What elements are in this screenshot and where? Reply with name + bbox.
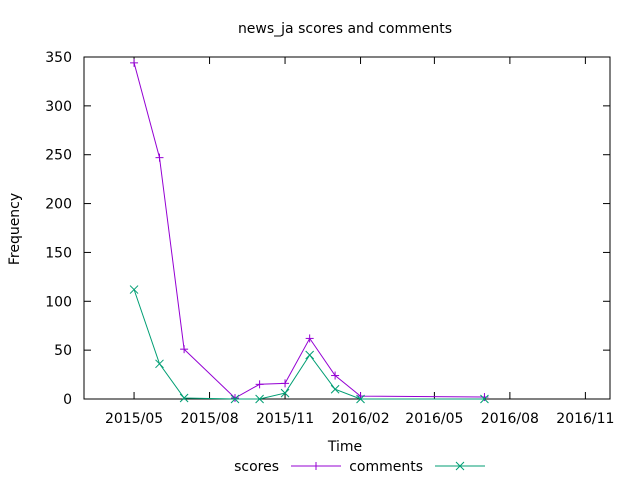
series-line-comments bbox=[133, 289, 485, 400]
y-tick-label: 100 bbox=[45, 294, 72, 310]
y-axis: 0 50 100 150 200 250 300 350 bbox=[45, 50, 610, 408]
plot-area bbox=[83, 56, 611, 400]
data-point-comments bbox=[305, 350, 315, 360]
legend-item-comments: comments bbox=[349, 459, 485, 475]
data-point-comments bbox=[155, 359, 164, 369]
x-tick-label: 2015/11 bbox=[256, 411, 314, 427]
series-line-scores bbox=[133, 62, 485, 399]
y-tick-label: 150 bbox=[45, 245, 72, 261]
x-axis-label: Time bbox=[327, 439, 362, 455]
y-tick-label: 200 bbox=[45, 197, 72, 213]
data-point-comments bbox=[280, 388, 290, 398]
chart-title: news_ja scores and comments bbox=[238, 21, 452, 37]
legend-marker bbox=[455, 461, 465, 471]
series-layer bbox=[129, 58, 489, 404]
legend-item-scores: scores bbox=[234, 459, 341, 475]
data-point-scores bbox=[331, 371, 340, 380]
data-point-scores bbox=[305, 334, 314, 343]
y-tick-label: 350 bbox=[45, 50, 72, 66]
y-tick-label: 300 bbox=[45, 99, 72, 115]
x-tick-label: 2016/08 bbox=[481, 411, 539, 427]
x-axis: 2015/05 2015/08 2015/11 2016/02 2016/05 2016/… bbox=[105, 57, 614, 427]
data-point-scores bbox=[230, 394, 239, 403]
legend: scores comments bbox=[234, 459, 485, 475]
y-tick-label: 0 bbox=[63, 392, 72, 408]
data-point-scores bbox=[255, 380, 264, 389]
x-tick-label: 2015/08 bbox=[180, 411, 238, 427]
series-comments bbox=[129, 285, 489, 404]
data-point-scores bbox=[155, 153, 164, 162]
data-point-comments bbox=[129, 285, 139, 294]
data-point-comments bbox=[480, 394, 489, 404]
y-tick-label: 50 bbox=[54, 343, 72, 359]
y-axis-label: Frequency bbox=[7, 193, 23, 265]
x-tick-label: 2016/02 bbox=[331, 411, 389, 427]
data-point-comments bbox=[356, 394, 365, 404]
data-point-comments bbox=[255, 394, 264, 404]
data-point-comments bbox=[179, 393, 189, 403]
legend-marker bbox=[312, 462, 320, 470]
data-point-comments bbox=[330, 384, 340, 394]
x-tick-label: 2015/05 bbox=[105, 411, 163, 427]
legend-label: scores bbox=[234, 459, 279, 475]
data-point-scores bbox=[480, 393, 489, 402]
plot-border bbox=[83, 56, 611, 400]
x-tick-label: 2016/11 bbox=[556, 411, 614, 427]
data-point-scores bbox=[281, 379, 290, 388]
y-tick-label: 250 bbox=[45, 148, 72, 164]
series-scores bbox=[130, 58, 489, 403]
legend-label: comments bbox=[349, 459, 423, 475]
x-tick-label: 2016/05 bbox=[405, 411, 463, 427]
data-point-comments bbox=[230, 394, 240, 404]
data-point-scores bbox=[180, 345, 189, 354]
data-point-scores bbox=[130, 58, 139, 67]
